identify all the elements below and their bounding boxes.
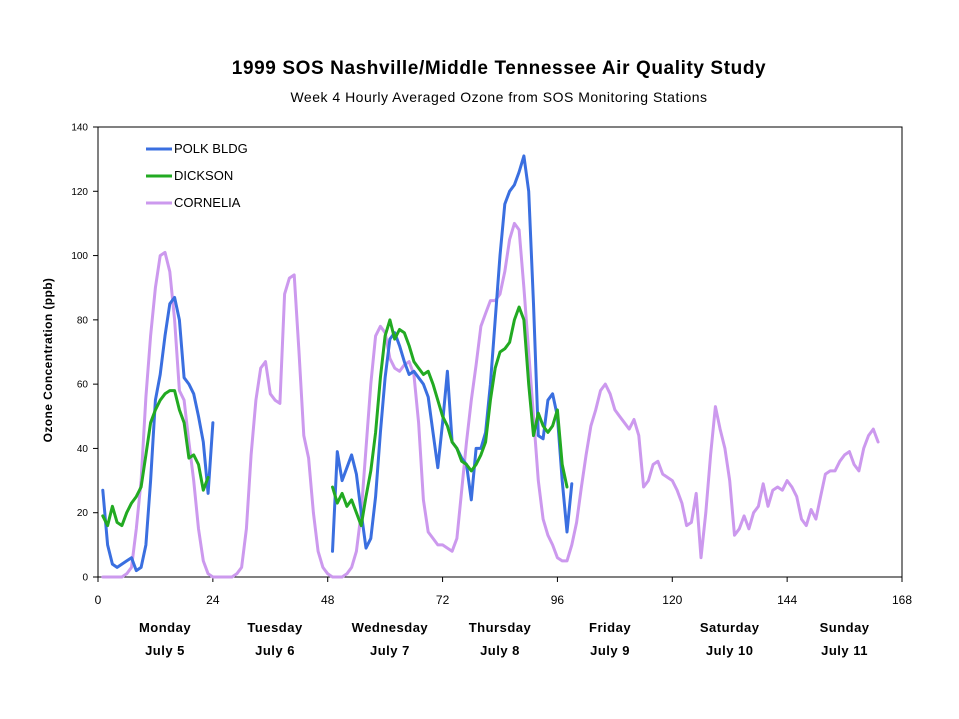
x-tick-label: 48 xyxy=(321,593,335,607)
day-name-label: Saturday xyxy=(699,620,760,635)
series-lines xyxy=(101,154,880,579)
day-date-label: July 7 xyxy=(369,643,410,658)
y-tick-label: 20 xyxy=(77,508,89,519)
day-date-label: July 8 xyxy=(480,643,520,658)
day-name-label: Thursday xyxy=(468,620,532,635)
chart-subtitle: Week 4 Hourly Averaged Ozone from SOS Mo… xyxy=(290,89,708,105)
x-tick-label: 144 xyxy=(777,593,797,607)
legend: POLK BLDG DICKSON CORNELIA xyxy=(146,141,248,210)
day-name-label: Wednesday xyxy=(351,620,429,635)
day-date-label: July 9 xyxy=(590,643,630,658)
x-tick-label: 0 xyxy=(95,593,102,607)
x-tick-label: 72 xyxy=(436,593,450,607)
legend-label: POLK BLDG xyxy=(174,141,248,156)
day-name-label: Friday xyxy=(589,620,632,635)
day-name-label: Monday xyxy=(138,620,192,635)
legend-label: CORNELIA xyxy=(174,195,241,210)
day-date-label: July 6 xyxy=(255,643,295,658)
x-tick-label: 24 xyxy=(206,593,220,607)
x-axis: 0 24 48 72 96 120 144 168 xyxy=(95,577,912,607)
day-date-label: July 5 xyxy=(145,643,185,658)
y-tick-label: 120 xyxy=(71,187,88,198)
series-line-dickson xyxy=(331,305,569,528)
series-line-cornelia xyxy=(101,221,880,579)
y-tick-label: 0 xyxy=(82,573,88,584)
y-tick-label: 140 xyxy=(71,123,88,134)
y-tick-label: 100 xyxy=(71,251,88,262)
x-tick-label: 96 xyxy=(551,593,565,607)
series-line-polk-bldg xyxy=(101,295,215,573)
y-axis: 0 20 40 60 80 100 120 140 xyxy=(71,123,98,584)
day-name-label: Sunday xyxy=(819,620,870,635)
day-name-label: Tuesday xyxy=(247,620,303,635)
series-line-dickson xyxy=(101,389,210,528)
chart-title: 1999 SOS Nashville/Middle Tennessee Air … xyxy=(231,58,767,79)
day-date-label: July 11 xyxy=(821,643,868,658)
y-tick-label: 80 xyxy=(77,315,89,326)
x-tick-label: 168 xyxy=(892,593,912,607)
y-tick-label: 60 xyxy=(77,380,89,391)
legend-label: DICKSON xyxy=(174,168,233,183)
day-date-label: July 10 xyxy=(705,643,754,658)
x-tick-label: 120 xyxy=(662,593,682,607)
y-tick-label: 40 xyxy=(77,444,89,455)
